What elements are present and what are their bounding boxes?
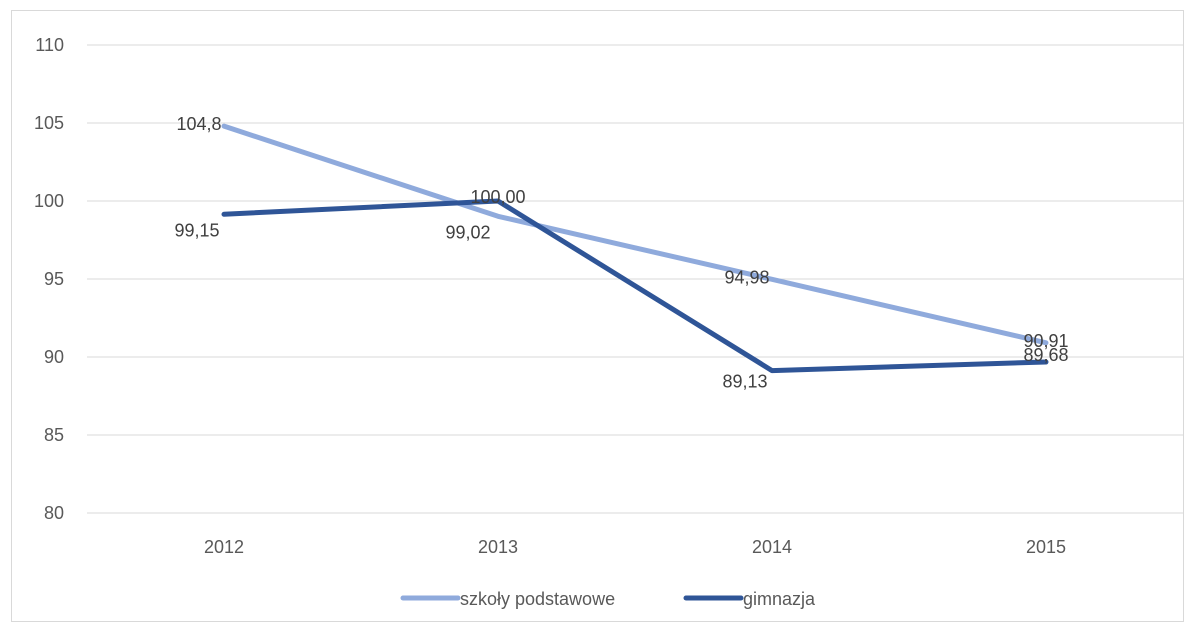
series-line <box>221 123 1049 346</box>
y-tick-label: 105 <box>34 113 64 133</box>
y-tick-label: 110 <box>35 35 64 55</box>
data-label: 104,8 <box>176 114 221 134</box>
x-tick-label: 2013 <box>478 537 518 557</box>
legend: szkoły podstawowe gimnazja <box>400 589 816 609</box>
data-labels: 104,8 99,02 94,98 90,91 99,15 100,00 89,13 89,6… <box>174 114 1068 391</box>
data-label: 89,13 <box>722 372 767 392</box>
data-label: 100,00 <box>470 187 525 207</box>
y-tick-label: 80 <box>44 503 64 523</box>
x-axis: 2012 2013 2014 2015 <box>204 537 1066 557</box>
y-tick-label: 90 <box>44 347 64 367</box>
x-tick-label: 2015 <box>1026 537 1066 557</box>
x-tick-label: 2014 <box>752 537 792 557</box>
y-tick-label: 100 <box>34 191 64 211</box>
series-line <box>221 198 1049 374</box>
legend-label: szkoły podstawowe <box>460 589 615 609</box>
legend-label: gimnazja <box>743 589 816 609</box>
data-label: 94,98 <box>724 267 769 287</box>
y-axis: 80 85 90 95 100 105 110 <box>34 35 64 523</box>
data-label: 99,15 <box>174 220 219 240</box>
x-tick-label: 2012 <box>204 537 244 557</box>
data-label: 99,02 <box>445 222 490 242</box>
y-tick-label: 95 <box>44 269 64 289</box>
y-tick-label: 85 <box>44 425 64 445</box>
gridlines <box>87 44 1183 514</box>
chart-frame <box>11 10 1184 622</box>
data-label: 89,68 <box>1023 345 1068 365</box>
data-label: 90,91 <box>1023 331 1068 351</box>
series-lines <box>221 123 1049 374</box>
